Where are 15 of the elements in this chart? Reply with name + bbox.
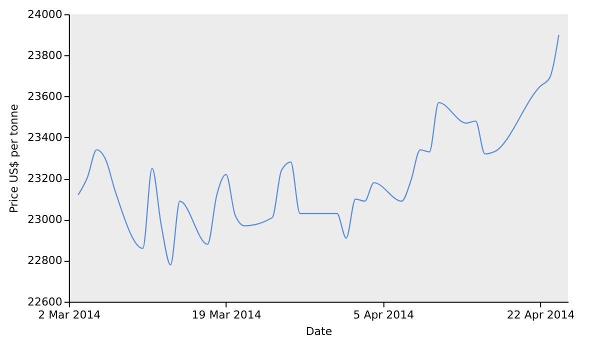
y-tick-label: 23000 <box>27 213 62 226</box>
y-tick-label: 23600 <box>27 90 62 103</box>
y-tick-label: 23400 <box>27 130 62 144</box>
line-series <box>78 34 560 266</box>
x-tick-label: 5 Apr 2014 <box>353 308 414 322</box>
x-axis-title: Date <box>306 325 332 338</box>
x-tick-label: 19 Mar 2014 <box>192 308 262 322</box>
y-tick-label: 24000 <box>27 8 62 21</box>
y-axis-title: Price US$ per tonne <box>7 104 20 214</box>
y-tick-label: 23200 <box>27 172 62 186</box>
y-tick-label: 22800 <box>27 254 62 268</box>
x-tick-label: 2 Mar 2014 <box>38 308 101 322</box>
y-tick-label: 23800 <box>27 48 62 62</box>
x-tick-label: 22 Apr 2014 <box>506 308 575 322</box>
y-tick-label: 22600 <box>27 295 62 308</box>
